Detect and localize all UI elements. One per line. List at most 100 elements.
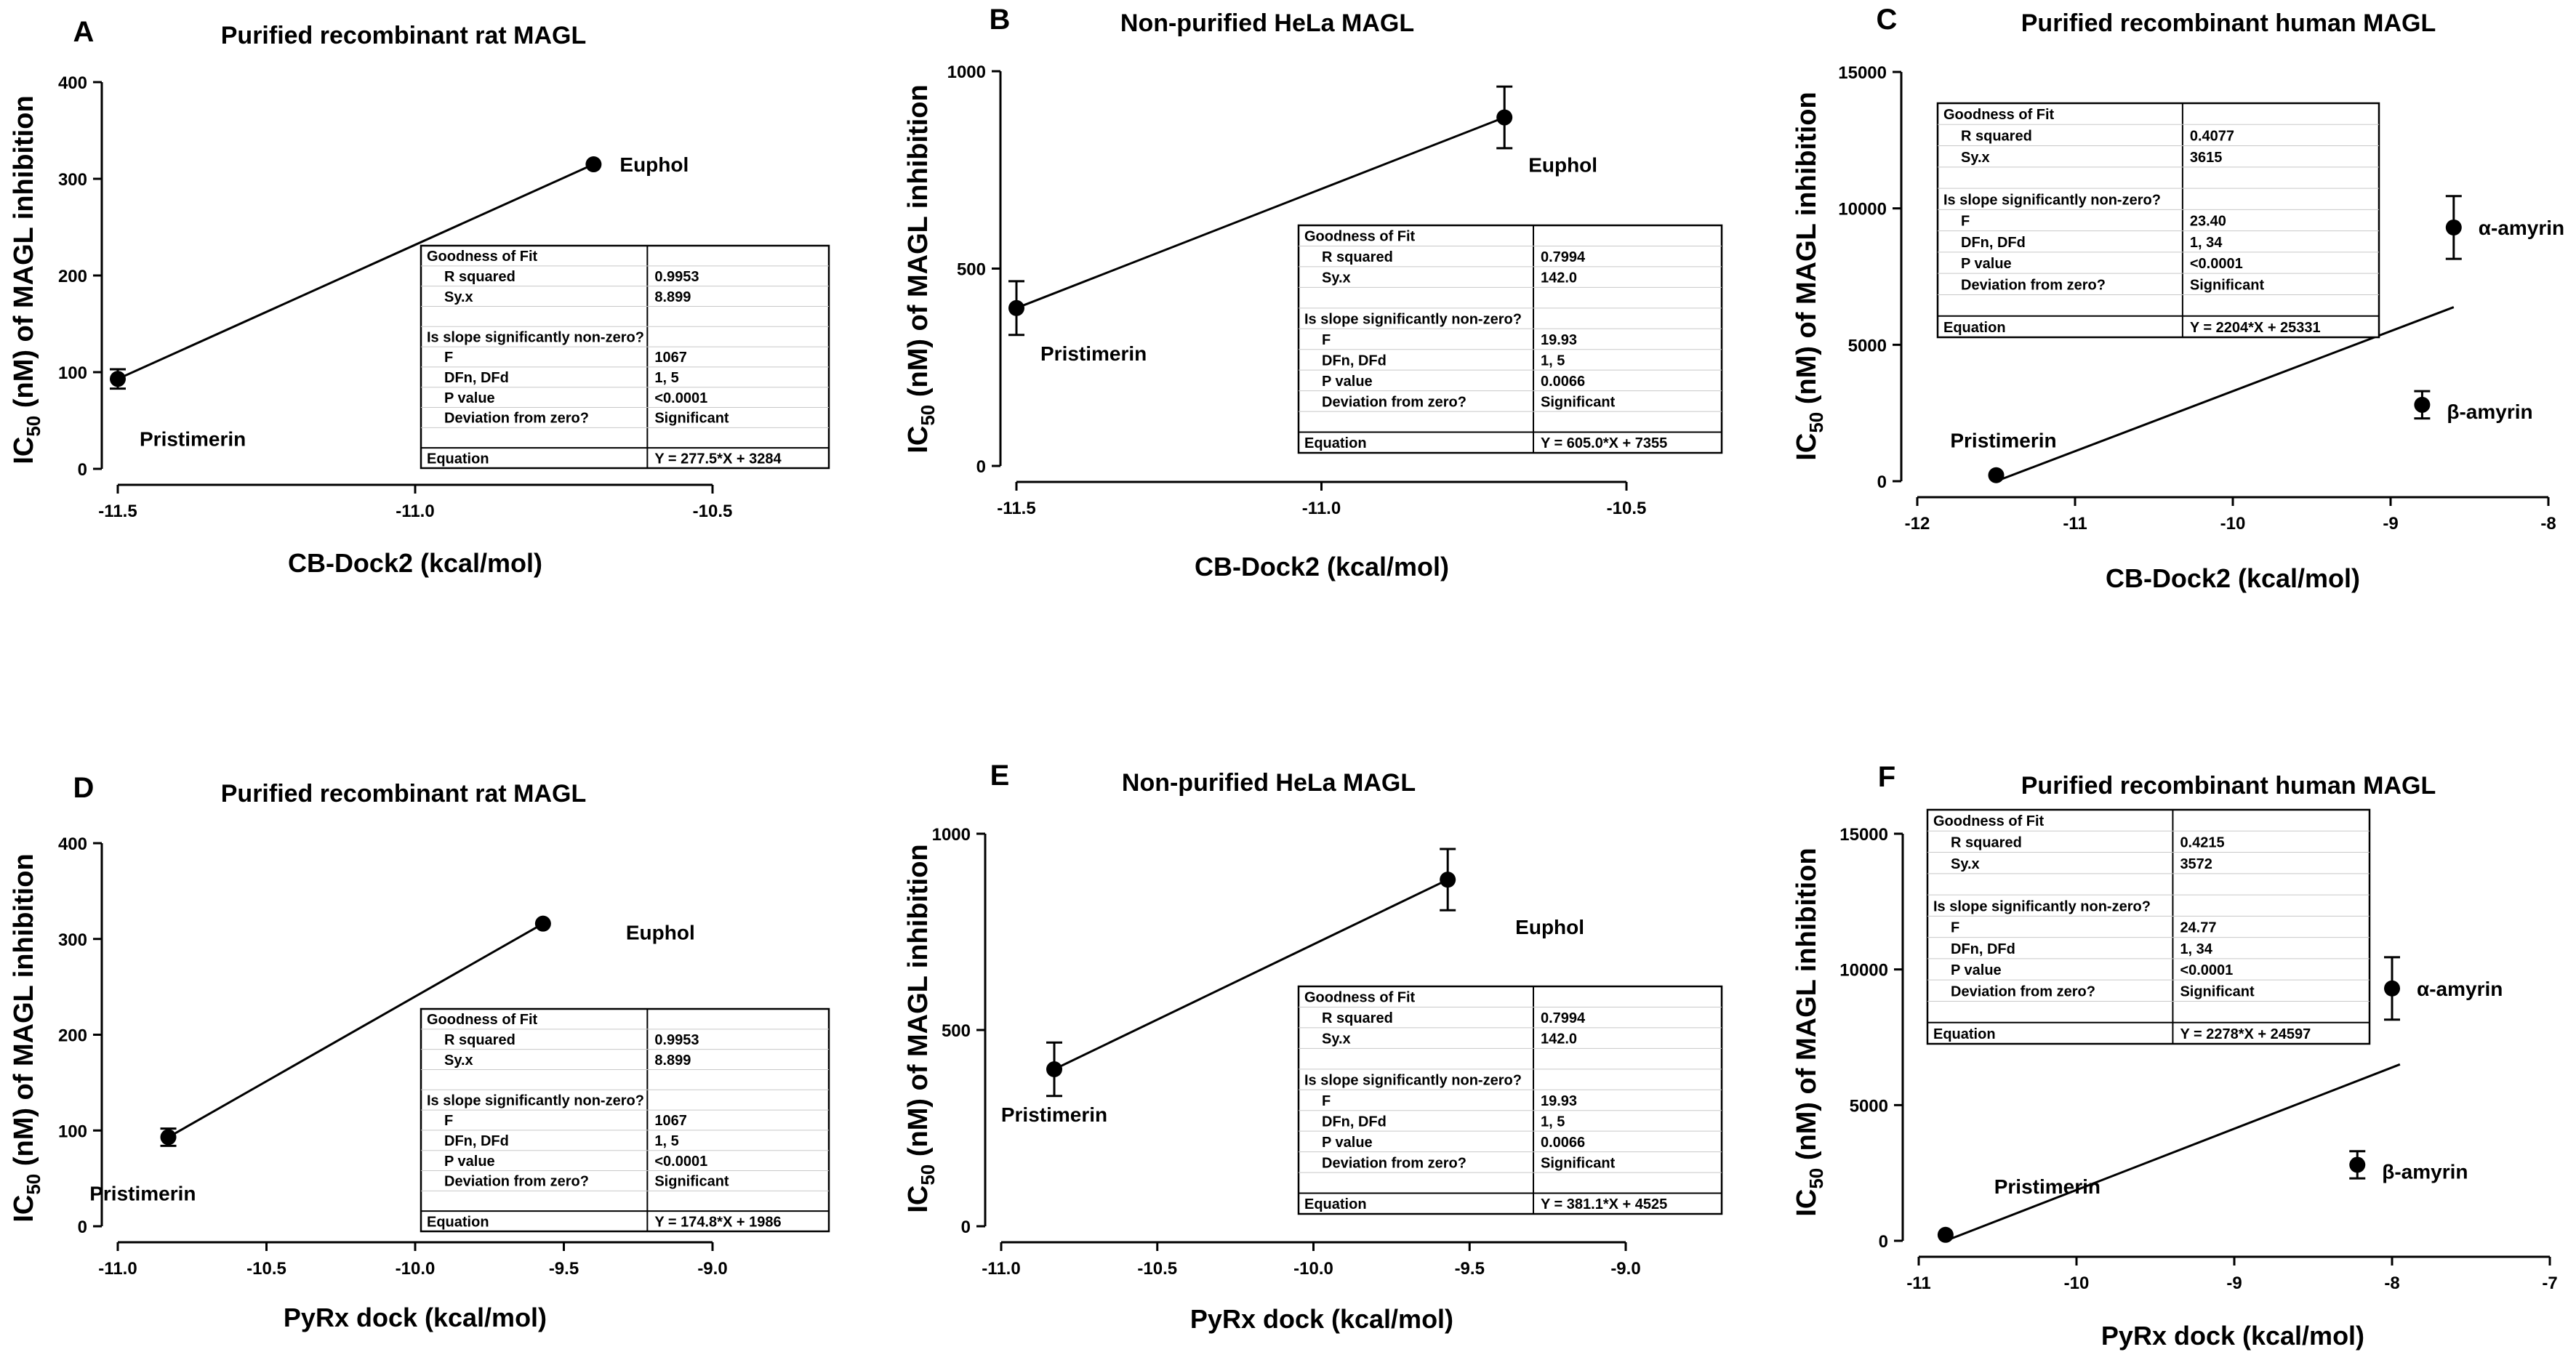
stats-row-value: 24.77 [2180, 920, 2216, 936]
y-label-rest: (nM) of MAGL inhibition [9, 95, 39, 415]
stats-row-label: F [1951, 920, 1959, 936]
stats-row-value: 0.7994 [1541, 1010, 1586, 1026]
y-tick-label: 300 [58, 170, 87, 190]
stats-row-label: Is slope significantly non-zero? [427, 1093, 644, 1109]
stats-row-value: <0.0001 [2190, 256, 2243, 272]
x-tick-label: -11.0 [982, 1259, 1020, 1279]
stats-row-value: 142.0 [1541, 1031, 1577, 1047]
stats-row-label: Goodness of Fit [1304, 990, 1416, 1006]
y-tick-label: 100 [58, 363, 87, 383]
x-tick-label: -10.0 [1293, 1259, 1333, 1279]
panel-letter: E [990, 760, 1010, 792]
stats-row-label: DFn, DFd [1322, 1114, 1387, 1130]
panel-letter: C [1877, 4, 1898, 36]
y-tick-label: 10000 [1839, 961, 1888, 981]
stats-row-value: 3572 [2180, 856, 2212, 872]
y-tick-label: 0 [1877, 472, 1887, 492]
data-point [585, 156, 602, 173]
stats-row-label: Deviation from zero? [1322, 394, 1466, 410]
stats-row-label: Deviation from zero? [1322, 1155, 1466, 1171]
y-tick-label: 15000 [1839, 825, 1888, 845]
y-tick-label: 0 [78, 1218, 87, 1237]
point-label: Pristimerin [1994, 1175, 2100, 1198]
data-point [1046, 1061, 1063, 1077]
x-tick-label: -11 [1906, 1274, 1930, 1293]
x-tick-label: -9.5 [549, 1259, 579, 1279]
stats-row-value: 19.93 [1541, 332, 1577, 348]
y-label-subscript: 50 [1805, 412, 1827, 433]
stats-row-value: 0.4077 [2190, 129, 2234, 145]
y-axis-label: IC50 (nM) of MAGL inhibition [9, 853, 44, 1222]
stats-row-value: 1, 34 [2190, 235, 2223, 251]
data-point [110, 371, 126, 387]
stats-row-label: P value [1322, 1135, 1373, 1151]
stats-row-value: <0.0001 [654, 390, 707, 406]
y-tick-label: 1000 [932, 825, 971, 845]
stats-row-value: 0.4215 [2180, 835, 2224, 851]
stats-row-label: DFn, DFd [1961, 235, 2026, 251]
stats-row-label: Deviation from zero? [444, 1174, 589, 1190]
stats-row-label: Sy.x [444, 1053, 473, 1069]
panel-b: B Non-purified HeLa MAGL 0 500 1000 -11.5 -11.… [903, 4, 1723, 582]
stats-row-label: Deviation from zero? [444, 411, 589, 427]
data-point [160, 1129, 177, 1146]
y-axis-label: IC50 (nM) of MAGL inhibition [9, 95, 44, 464]
point-label: Pristimerin [1040, 342, 1147, 365]
stats-row-value: Y = 2278*X + 24597 [2180, 1026, 2311, 1042]
stats-row-label: R squared [1322, 249, 1393, 265]
y-tick-label: 400 [58, 73, 87, 93]
stats-table-border [1926, 808, 2371, 1045]
stats-row-label: Sy.x [1951, 856, 1980, 872]
stats-row-value: Significant [1541, 394, 1616, 410]
stats-row-label: P value [444, 1154, 495, 1170]
y-label-ic: IC [1791, 1189, 1822, 1217]
y-tick-label: 5000 [1848, 336, 1887, 355]
panel-letter: A [73, 16, 95, 48]
stats-row-label: Sy.x [444, 289, 473, 305]
stats-row-label: Equation [427, 1214, 489, 1230]
chart-title: Purified recombinant rat MAGL [221, 780, 587, 808]
data-point [534, 915, 551, 932]
point-label: Pristimerin [89, 1182, 196, 1204]
y-axis-label: IC50 (nM) of MAGL inhibition [1791, 92, 1827, 460]
x-axis-label: CB-Dock2 (kcal/mol) [288, 548, 542, 578]
point-label: β-amyrin [2447, 401, 2532, 423]
stats-row-label: Equation [1933, 1026, 1996, 1042]
y-axis-label: IC50 (nM) of MAGL inhibition [1791, 848, 1827, 1216]
stats-row-value: 8.899 [654, 289, 691, 305]
x-tick-label: -9 [2383, 514, 2398, 534]
y-tick-label: 5000 [1850, 1096, 1888, 1116]
stats-row-value: <0.0001 [2180, 962, 2233, 978]
stats-row-label: Sy.x [1961, 150, 1990, 166]
data-point [1496, 109, 1513, 126]
stats-row-label: P value [1961, 256, 2012, 272]
stats-table-border [1936, 102, 2380, 339]
stats-row-label: P value [1951, 962, 2002, 978]
x-tick-label: -9.0 [697, 1259, 727, 1279]
chart-title: Purified recombinant human MAGL [2021, 9, 2436, 37]
y-label-subscript: 50 [917, 405, 939, 426]
y-label-rest: (nM) of MAGL inhibition [9, 853, 39, 1173]
y-label-ic: IC [9, 1195, 39, 1223]
chart-title: Non-purified HeLa MAGL [1122, 769, 1416, 797]
y-label-ic: IC [903, 1186, 934, 1213]
stats-row-value: Y = 605.0*X + 7355 [1541, 435, 1667, 451]
panel-f: F Purified recombinant human MAGL 0 5000 100… [1791, 761, 2558, 1351]
stats-row-value: Significant [2190, 277, 2265, 293]
regression-line [1945, 1063, 2401, 1242]
stats-row-label: F [1322, 332, 1331, 348]
panel-a: A Purified recombinant rat MAGL 0 100 200 300… [9, 16, 830, 578]
panel-letter: D [73, 772, 95, 804]
data-point [2349, 1156, 2366, 1173]
stats-row-label: Goodness of Fit [427, 249, 538, 265]
stats-row-label: R squared [444, 269, 515, 285]
point-label: α-amyrin [2417, 978, 2503, 1000]
stats-row-label: Is slope significantly non-zero? [1933, 898, 2151, 914]
x-tick-label: -11.0 [98, 1259, 137, 1279]
y-label-subscript: 50 [1805, 1168, 1827, 1189]
y-tick-label: 15000 [1838, 63, 1887, 83]
data-point [1008, 299, 1024, 316]
stats-table: Goodness of Fit R squared 0.7994 Sy.x 142.0 I… [1297, 224, 1723, 454]
x-tick-label: -9.5 [1455, 1259, 1485, 1279]
stats-row-label: Equation [1943, 320, 2006, 336]
